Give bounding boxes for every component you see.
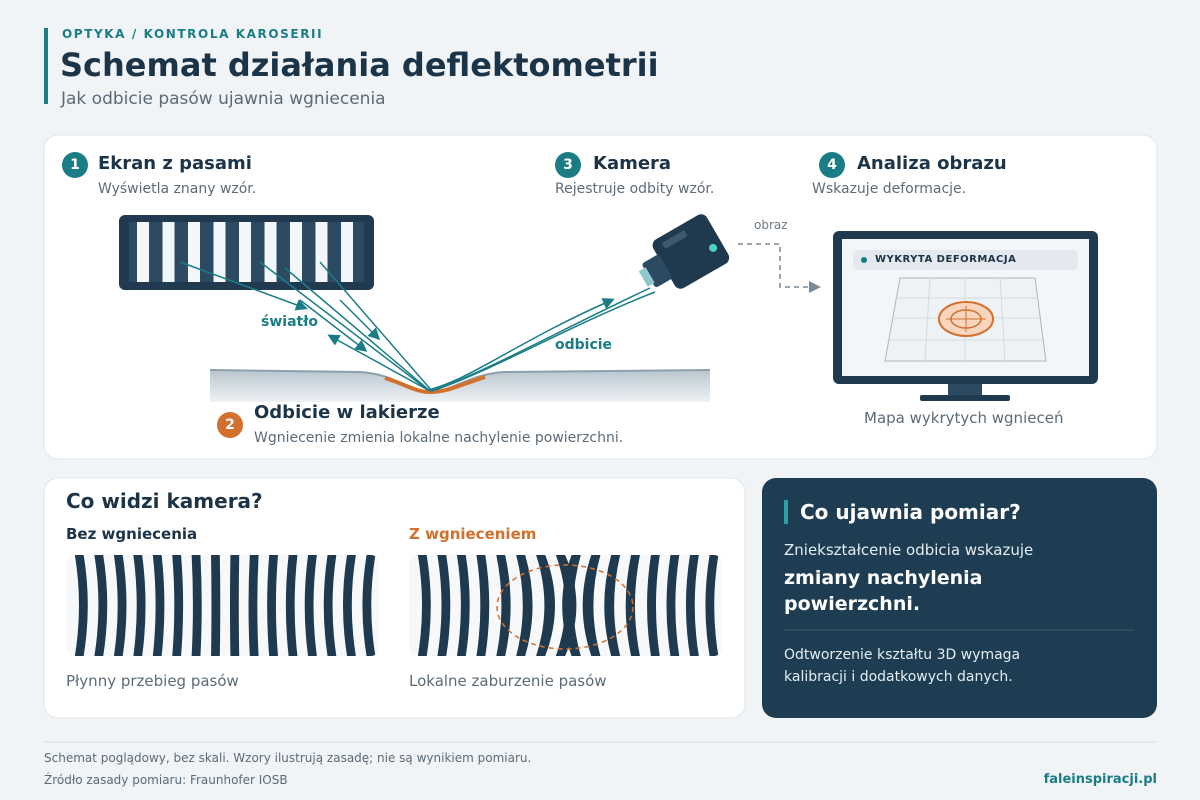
insight-title: Co ujawnia pomiar? <box>800 500 1021 524</box>
stripe <box>290 222 302 282</box>
step-title: Odbicie w lakierze <box>254 402 440 423</box>
stripe-screen <box>119 215 374 290</box>
header-bar <box>44 28 48 104</box>
kicker: OPTYKA / KONTROLA KAROSERII <box>62 27 324 41</box>
stripe <box>132 555 146 656</box>
stripes-dent <box>409 555 722 656</box>
stripe <box>74 555 88 656</box>
step-number: 1 <box>62 152 88 178</box>
stripe <box>495 555 511 656</box>
stripe <box>562 555 583 656</box>
stripe <box>152 555 165 656</box>
step-title: Ekran z pasami <box>98 153 252 174</box>
image-label: obraz <box>754 218 788 232</box>
stripe <box>113 555 127 656</box>
panel-caption: Płynny przebieg pasów <box>66 672 239 690</box>
light-label: światło <box>261 314 319 330</box>
stripe <box>456 555 470 656</box>
title: Schemat działania deflektometrii <box>60 46 659 84</box>
panel-title: Z wgnieceniem <box>409 525 537 543</box>
monitor <box>833 231 1098 401</box>
insight-bar <box>784 500 788 524</box>
insight-highlight: zmiany nachylenia powierzchni. <box>784 567 983 615</box>
stripe <box>417 555 431 656</box>
step-text: Rejestruje odbity wzór. <box>555 181 715 197</box>
stripe <box>705 555 720 656</box>
step-number: 2 <box>217 412 243 438</box>
stripe <box>514 555 533 656</box>
stripe <box>666 555 681 656</box>
stripe <box>362 555 377 656</box>
light-rays <box>179 261 656 392</box>
stripe <box>315 222 328 282</box>
panel-caption: Lokalne zaburzenie pasów <box>409 672 607 690</box>
camera-card <box>43 477 746 719</box>
disclaimer: Schemat poglądowy, bez skali. Wzory ilus… <box>44 751 532 765</box>
stripe <box>647 555 661 656</box>
stripe <box>248 555 259 656</box>
insight-card <box>762 478 1157 718</box>
monitor-caption: Mapa wykrytych wgnieceń <box>864 409 1064 427</box>
monitor-badge: WYKRYTA DEFORMACJA <box>875 254 1017 265</box>
step-text: Wskazuje deformacje. <box>812 181 967 197</box>
stripe <box>475 555 490 656</box>
stripe <box>229 555 240 656</box>
stripe <box>137 222 149 282</box>
stripe <box>191 555 202 656</box>
stripe <box>285 555 298 656</box>
reflection-label: odbicie <box>555 337 613 353</box>
stripe <box>343 555 357 656</box>
subtitle: Jak odbicie pasów ujawnia wgniecenia <box>61 89 386 109</box>
stripe <box>582 555 602 656</box>
stripe <box>304 555 318 656</box>
insight-note: Odtworzenie kształtu 3D wymaga kalibracj… <box>784 647 1021 685</box>
insight-lead: Zniekształcenie odbicia wskazuje <box>784 541 1034 559</box>
step-number: 4 <box>819 152 845 178</box>
step-text: Wyświetla znany wzór. <box>98 181 257 197</box>
stripe <box>625 555 641 656</box>
image-arrow <box>738 243 821 293</box>
camera-title: Co widzi kamera? <box>66 489 263 513</box>
step-title: Kamera <box>593 153 672 174</box>
stripe <box>436 555 451 656</box>
stripe <box>534 555 555 656</box>
source: Źródło zasady pomiaru: Fraunhofer IOSB <box>44 773 288 787</box>
stripe <box>162 222 175 282</box>
dent-outline <box>496 564 634 650</box>
stripe <box>239 222 251 282</box>
stripe <box>685 555 700 656</box>
panel-title: Bez wgniecenia <box>66 525 198 543</box>
stripe <box>341 222 353 282</box>
site: faleinspiracji.pl <box>1043 772 1157 787</box>
stripe <box>188 222 200 282</box>
stripe <box>210 555 221 656</box>
stripe <box>171 555 184 656</box>
stripe <box>323 555 338 656</box>
step-title: Analiza obrazu <box>857 153 1007 174</box>
camera <box>638 214 730 289</box>
stripe <box>267 555 279 656</box>
stripe <box>604 555 622 656</box>
step-number: 3 <box>555 152 581 178</box>
stripes-smooth <box>66 555 379 656</box>
dent <box>384 375 486 395</box>
stripe <box>93 555 108 656</box>
stripe <box>213 222 226 282</box>
step-text: Wgniecenie zmienia lokalne nachylenie po… <box>254 430 624 446</box>
